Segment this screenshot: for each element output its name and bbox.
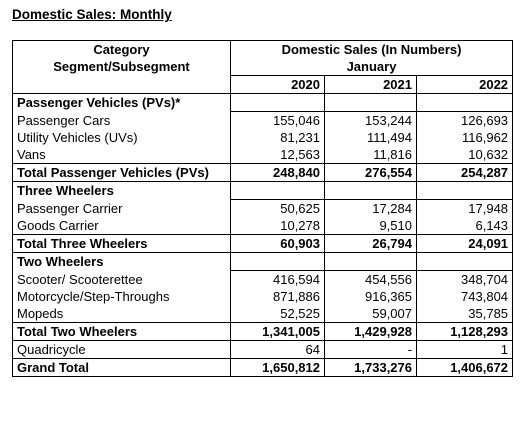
row-value-2021: 276,554: [324, 163, 417, 182]
table-row: Total Passenger Vehicles (PVs) 248,840 276…: [12, 163, 514, 182]
row-value-2022: 1,128,293: [415, 322, 514, 341]
year-row: 2020 2021 2022: [12, 75, 514, 94]
row-value-2020: 10,278: [230, 217, 325, 235]
row-value-2021: 1,733,276: [324, 358, 417, 377]
table-row: Total Three Wheelers 60,903 26,794 24,091: [12, 234, 514, 253]
row-value-2022: [415, 93, 514, 112]
row-value-2022: 24,091: [415, 234, 514, 253]
row-label: Mopeds: [12, 305, 231, 323]
category-header-line1: Category: [93, 42, 150, 57]
row-value-2021: [324, 93, 417, 112]
row-value-2022: 743,804: [415, 288, 514, 305]
row-value-2020: 60,903: [230, 234, 325, 253]
table-row: Total Two Wheelers 1,341,005 1,429,928 1,12…: [12, 322, 514, 341]
table-row: Utility Vehicles (UVs) 81,231 111,494 116,9…: [12, 129, 514, 146]
row-label: Quadricycle: [12, 340, 231, 359]
header-row: Category Segment/Subsegment Domestic Sal…: [12, 40, 514, 76]
month-header: January: [229, 58, 514, 76]
row-value-2020: [230, 93, 325, 112]
row-label: Passenger Vehicles (PVs)*: [12, 93, 231, 112]
row-value-2021: -: [324, 340, 417, 359]
table-row: Goods Carrier 10,278 9,510 6,143: [12, 217, 514, 235]
table-row: Vans 12,563 11,816 10,632: [12, 146, 514, 164]
year-2020: 2020: [230, 75, 325, 94]
row-label: Total Passenger Vehicles (PVs): [12, 163, 231, 182]
table-row: Three Wheelers: [12, 181, 514, 200]
row-value-2021: 454,556: [324, 270, 417, 288]
row-value-2022: 116,962: [415, 129, 514, 146]
month-row: January: [13, 58, 514, 76]
sales-header: Domestic Sales (In Numbers): [229, 40, 514, 58]
row-value-2022: [415, 252, 514, 271]
row-value-2021: 17,284: [324, 199, 417, 217]
row-value-2021: 11,816: [324, 146, 417, 164]
year-row-blank: [12, 75, 231, 94]
table-row: Mopeds 52,525 59,007 35,785: [12, 305, 514, 323]
table-row: Passenger Carrier 50,625 17,284 17,948: [12, 199, 514, 217]
row-value-2020: 1,650,812: [230, 358, 325, 377]
row-label: Motorcycle/Step-Throughs: [12, 288, 231, 305]
row-label: Total Two Wheelers: [12, 322, 231, 341]
domestic-sales-table: Category Segment/Subsegment Domestic Sal…: [12, 40, 514, 377]
row-label: Passenger Carrier: [12, 199, 231, 217]
row-value-2022: [415, 181, 514, 200]
table-row: Grand Total 1,650,812 1,733,276 1,406,672: [12, 358, 514, 377]
row-value-2022: 10,632: [415, 146, 514, 164]
row-value-2022: 35,785: [415, 305, 514, 323]
row-value-2020: 50,625: [230, 199, 325, 217]
row-value-2020: [230, 181, 325, 200]
row-value-2022: 1: [415, 340, 514, 359]
row-label: Three Wheelers: [12, 181, 231, 200]
table-row: Passenger Cars 155,046 153,244 126,693: [12, 111, 514, 129]
table-row: Two Wheelers: [12, 252, 514, 271]
year-2021: 2021: [324, 75, 417, 94]
page-title: Domestic Sales: Monthly: [12, 7, 172, 22]
row-value-2022: 348,704: [415, 270, 514, 288]
row-value-2020: 52,525: [230, 305, 325, 323]
row-value-2020: 81,231: [230, 129, 325, 146]
row-value-2020: 12,563: [230, 146, 325, 164]
row-value-2022: 126,693: [415, 111, 514, 129]
row-value-2020: 871,886: [230, 288, 325, 305]
row-label: Vans: [12, 146, 231, 164]
row-value-2020: 1,341,005: [230, 322, 325, 341]
row-label: Total Three Wheelers: [12, 234, 231, 253]
row-label: Passenger Cars: [12, 111, 231, 129]
row-value-2021: [324, 181, 417, 200]
year-2022: 2022: [415, 75, 514, 94]
row-value-2021: 26,794: [324, 234, 417, 253]
row-label: Two Wheelers: [12, 252, 231, 271]
row-value-2022: 6,143: [415, 217, 514, 235]
row-value-2020: [230, 252, 325, 271]
row-value-2020: 416,594: [230, 270, 325, 288]
row-value-2020: 248,840: [230, 163, 325, 182]
table-row: Motorcycle/Step-Throughs 871,886 916,365 74…: [12, 288, 514, 305]
row-value-2022: 17,948: [415, 199, 514, 217]
row-value-2021: 9,510: [324, 217, 417, 235]
table-row: Quadricycle 64-1: [12, 340, 514, 359]
row-value-2022: 1,406,672: [415, 358, 514, 377]
table-row: Scooter/ Scooterettee 416,594 454,556 348,7…: [12, 270, 514, 288]
category-header: Category Segment/Subsegment: [12, 40, 231, 76]
row-value-2021: 59,007: [324, 305, 417, 323]
row-label: Scooter/ Scooterettee: [12, 270, 231, 288]
row-value-2020: 155,046: [230, 111, 325, 129]
row-value-2021: [324, 252, 417, 271]
row-label: Goods Carrier: [12, 217, 231, 235]
row-value-2021: 153,244: [324, 111, 417, 129]
row-value-2020: 64: [230, 340, 325, 359]
category-header-line2: Segment/Subsegment: [53, 59, 190, 74]
row-value-2021: 111,494: [324, 129, 417, 146]
row-value-2022: 254,287: [415, 163, 514, 182]
table-row: Passenger Vehicles (PVs)*: [12, 93, 514, 112]
row-value-2021: 1,429,928: [324, 322, 417, 341]
row-label: Grand Total: [12, 358, 231, 377]
row-value-2021: 916,365: [324, 288, 417, 305]
row-label: Utility Vehicles (UVs): [12, 129, 231, 146]
